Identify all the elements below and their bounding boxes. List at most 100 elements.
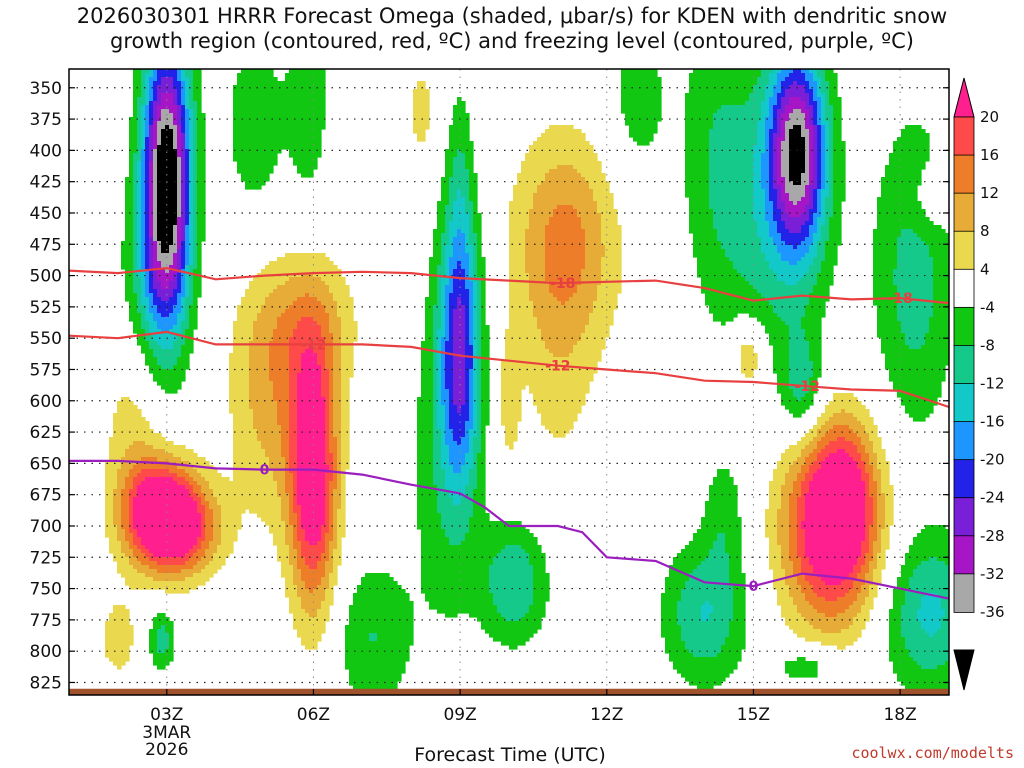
heat-cell [453,465,462,470]
heat-cell [221,521,242,526]
heat-cell [769,541,778,546]
heat-cell [557,205,574,210]
heat-cell [221,513,242,518]
heat-cell [289,429,298,434]
plot-frame [68,68,950,696]
heat-cell [469,169,474,174]
heat-cell [697,265,734,270]
heat-cell [881,537,890,542]
heat-cell [445,361,454,366]
heat-cell [189,205,194,210]
heat-cell [181,289,186,294]
heat-cell [797,81,810,86]
heat-cell [197,153,206,158]
heat-cell [149,225,154,230]
heat-cell [325,589,334,594]
heat-cell [133,93,142,98]
heat-cell [881,349,949,354]
heat-cell [297,593,326,598]
heat-cell [193,181,198,186]
heat-cell [685,185,710,190]
heat-cell [873,233,902,238]
y-tick-label: 650 [30,454,62,474]
heat-cell [941,601,949,606]
heat-cell [125,177,134,182]
heat-cell [229,353,250,358]
heat-cell [805,333,822,338]
heat-cell [113,425,150,430]
heat-cell [433,233,442,238]
heat-cell [801,317,822,322]
heat-cell [869,589,878,594]
heat-cell [329,433,334,438]
heat-cell [181,197,186,202]
heat-cell [125,289,134,294]
heat-cell [809,377,818,382]
heat-cell [149,145,154,150]
heat-cell [105,461,122,466]
heat-cell [165,449,194,454]
heat-cell [289,413,298,418]
heat-cell [817,209,822,214]
heat-cell [433,401,438,406]
heat-cell [197,129,206,134]
heat-cell [869,433,878,438]
heat-cell [105,521,114,526]
heat-cell [433,369,438,374]
heat-cell [341,349,354,354]
heat-cell [825,249,838,254]
heat-cell [493,557,530,562]
heat-cell [325,281,346,286]
heat-cell [153,265,162,270]
heat-cell [805,433,818,438]
heat-cell [501,421,518,426]
heat-cell [229,377,250,382]
heat-cell [433,417,438,422]
heat-cell [177,137,182,142]
y-tick-label: 700 [30,517,62,537]
heat-cell [193,249,198,254]
heat-cell [181,241,186,246]
heat-cell [141,145,146,150]
heat-cell [525,233,546,238]
heat-cell [297,521,302,526]
heat-cell [125,533,134,538]
heat-cell [861,569,870,574]
heat-cell [469,181,478,186]
heat-cell [441,261,446,266]
heat-cell [769,261,790,266]
heat-cell [333,369,342,374]
heat-cell [205,533,214,538]
heat-cell [161,141,174,146]
heat-cell [133,169,138,174]
heat-cell [197,177,206,182]
heat-cell [145,217,150,222]
heat-cell [465,237,470,242]
heat-cell [901,321,930,326]
heat-cell [821,129,826,134]
heat-cell [421,545,506,550]
heat-cell [129,165,134,170]
heat-cell [533,589,550,594]
heat-cell [817,469,862,474]
heat-cell [769,553,782,558]
heat-cell [325,561,334,566]
heat-cell [293,329,322,334]
heat-cell [825,213,834,218]
heat-cell [181,285,186,290]
heat-cell [909,345,922,350]
heat-cell [173,101,178,106]
heat-cell [829,133,834,138]
heat-cell [601,233,622,238]
heat-cell [193,497,202,502]
heat-cell [185,269,190,274]
heat-cell [145,117,150,122]
heat-cell [509,309,534,314]
heat-cell [177,121,182,126]
heat-cell [773,585,790,590]
heat-cell [413,105,430,110]
heat-cell [341,333,358,338]
heat-cell [789,493,802,498]
heat-cell [465,321,470,326]
heat-cell [805,253,818,258]
